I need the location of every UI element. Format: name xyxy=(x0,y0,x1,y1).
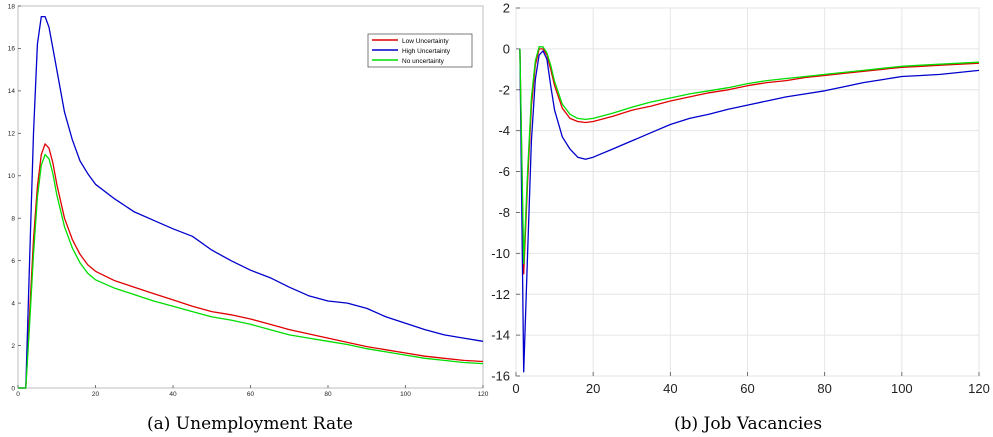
series-line-series-1 xyxy=(519,48,980,373)
y-tick-label: -14 xyxy=(491,328,510,343)
x-tick-label: 0 xyxy=(512,381,519,396)
series-line-low-uncertainty xyxy=(18,143,484,389)
y-tick-label: 0 xyxy=(503,41,510,56)
x-tick-label: 60 xyxy=(247,391,255,398)
series-line-no-uncertainty xyxy=(18,153,484,389)
x-tick-label: 40 xyxy=(663,381,677,396)
y-tick-label: 6 xyxy=(11,258,15,265)
job-vacancies-chart: 0 20 40 60 80 100 120 -16 -14 -12 -10 -8 -6 -4 -2 0 2 (b… xyxy=(491,1,990,434)
x-tick-label: 100 xyxy=(891,381,913,396)
unemployment-rate-chart: 0 20 40 60 80 100 120 0 2 4 6 8 10 12 14 16 18 Low Uncer… xyxy=(8,3,489,434)
series-line-series-2 xyxy=(519,46,980,265)
x-tick-label: 80 xyxy=(817,381,831,396)
y-tick-label: 12 xyxy=(8,131,16,138)
caption-b: (b) Job Vacancies xyxy=(674,414,822,434)
y-tick-label: -10 xyxy=(491,246,510,261)
x-tick-label: 60 xyxy=(740,381,754,396)
y-tick-label: 18 xyxy=(8,3,16,10)
y-tick-label: 14 xyxy=(8,88,16,95)
x-tick-label: 80 xyxy=(324,391,332,398)
caption-a: (a) Unemployment Rate xyxy=(147,414,353,434)
x-tick-label: 40 xyxy=(169,391,177,398)
legend-label-high-uncertainty: High Uncertainty xyxy=(402,48,451,55)
x-tick-label: 20 xyxy=(586,381,600,396)
x-tick-label: 120 xyxy=(968,381,990,396)
x-tick-label: 120 xyxy=(478,391,489,398)
x-tick-label: 0 xyxy=(16,391,20,398)
x-tick-label: 100 xyxy=(400,391,411,398)
y-tick-label: -2 xyxy=(498,82,510,97)
y-tick-label: 0 xyxy=(11,385,15,392)
y-tick-label: -4 xyxy=(498,123,510,138)
x-tick-label: 20 xyxy=(92,391,100,398)
y-tick-label: -8 xyxy=(498,205,510,220)
y-tick-label: 16 xyxy=(8,46,16,53)
y-tick-label: 8 xyxy=(11,215,15,222)
legend-label-no-uncertainty: No uncertainty xyxy=(402,58,445,65)
y-tick-label: -12 xyxy=(491,287,510,302)
legend: Low Uncertainty High Uncertainty No unce… xyxy=(367,33,473,68)
y-tick-label: -6 xyxy=(498,164,510,179)
y-tick-label: -16 xyxy=(491,369,510,384)
series-line-series-0 xyxy=(519,48,980,275)
legend-label-low-uncertainty: Low Uncertainty xyxy=(402,38,449,45)
series-line-high-uncertainty xyxy=(18,15,484,389)
y-tick-label: 2 xyxy=(503,1,510,16)
y-tick-label: 10 xyxy=(8,173,16,180)
y-tick-label: 4 xyxy=(11,300,15,307)
y-tick-label: 2 xyxy=(11,343,15,350)
